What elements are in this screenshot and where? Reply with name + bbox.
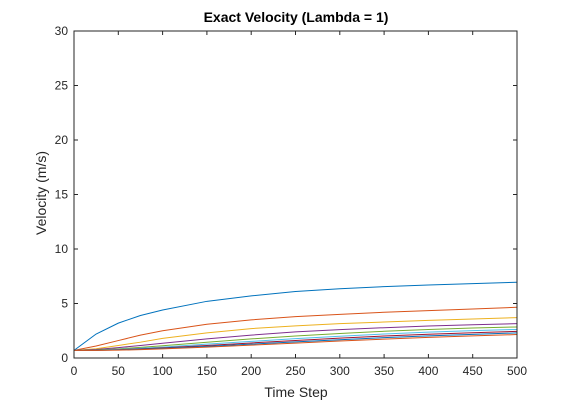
series-line-3: [73, 317, 518, 351]
series-line-9: [74, 334, 518, 351]
x-tick-label: 500: [507, 364, 527, 378]
x-tick-label: 450: [463, 364, 483, 378]
series-layer: [73, 281, 518, 351]
plot-box: [73, 30, 518, 359]
y-tick-label: 10: [55, 242, 69, 256]
y-tick-label: 20: [55, 133, 69, 147]
x-tick-label: 0: [71, 364, 78, 378]
x-tick-label: 250: [285, 364, 305, 378]
y-axis-label: Velocity (m/s): [33, 151, 49, 235]
series-line-5: [73, 326, 518, 351]
axes-layer: [73, 30, 518, 359]
y-tick-label: 15: [55, 188, 69, 202]
series-line-4: [73, 323, 518, 351]
series-line-2: [73, 306, 518, 351]
x-tick-label: 50: [112, 364, 126, 378]
x-tick-label: 300: [330, 364, 350, 378]
x-tick-label: 200: [241, 364, 261, 378]
x-axis-label: Time Step: [264, 384, 327, 400]
y-tick-label: 5: [61, 297, 68, 311]
tick-layer: 0 50 100 150 200 250 300 350 400 450 500 0 5 10 15 20 25…: [55, 24, 528, 378]
y-tick-label: 30: [55, 24, 69, 38]
chart-title: Exact Velocity (Lambda = 1): [204, 9, 389, 25]
x-tick-label: 400: [418, 364, 438, 378]
y-tick-label: 25: [55, 79, 69, 93]
series-line-1: [73, 281, 518, 351]
x-tick-label: 350: [374, 364, 394, 378]
x-tick-label: 100: [153, 364, 173, 378]
y-tick-label: 0: [61, 351, 68, 365]
x-tick-label: 150: [197, 364, 217, 378]
